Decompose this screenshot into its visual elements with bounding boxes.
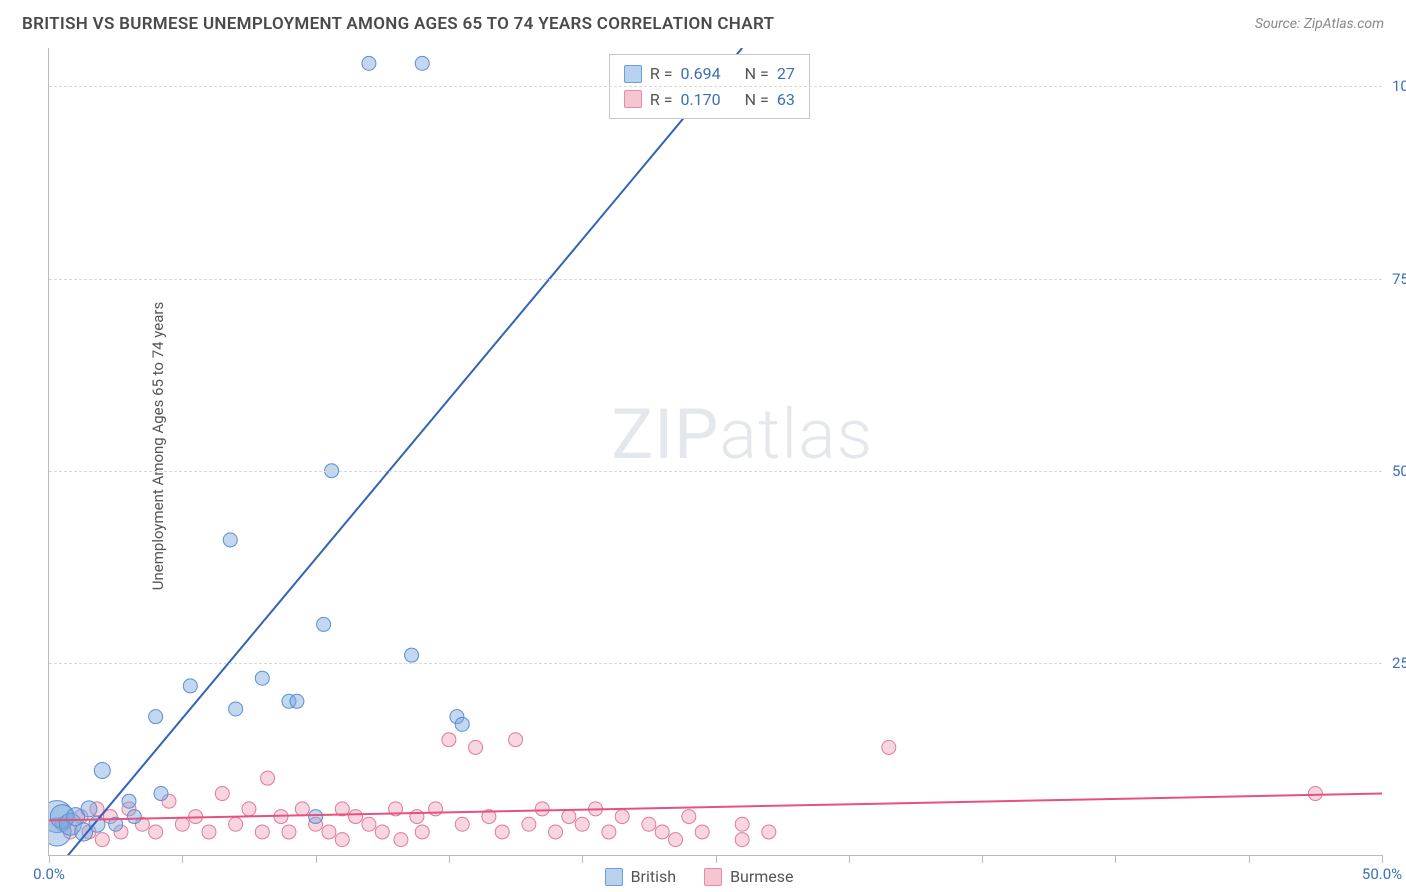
square-icon: [704, 868, 722, 886]
source-label: Source: ZipAtlas.com: [1255, 16, 1384, 32]
r-value: 0.170: [680, 87, 720, 113]
title-bar: BRITISH VS BURMESE UNEMPLOYMENT AMONG AG…: [0, 0, 1406, 40]
legend-label: Burmese: [730, 867, 793, 886]
r-label: R =: [650, 61, 673, 87]
legend-item-british: British: [605, 867, 676, 886]
square-icon: [624, 90, 642, 108]
r-value: 0.694: [680, 61, 720, 87]
x-tick-label: 0.0%: [33, 865, 65, 883]
plot-svg: [49, 48, 1382, 855]
square-icon: [605, 868, 623, 886]
bottom-legend: British Burmese: [605, 867, 794, 886]
stats-row-british: R = 0.694 N = 27: [624, 61, 795, 87]
y-tick-label: 100.0%: [1392, 77, 1406, 95]
r-label: R =: [650, 87, 673, 113]
y-tick-label: 50.0%: [1392, 462, 1406, 480]
y-tick-label: 75.0%: [1392, 270, 1406, 288]
stats-row-burmese: R = 0.170 N = 63: [624, 87, 795, 113]
n-label: N =: [745, 61, 769, 87]
chart-area: ZIPatlas R = 0.694 N = 27 R = 0.170 N = …: [48, 48, 1382, 856]
legend-item-burmese: Burmese: [704, 867, 793, 886]
x-tick-label: 50.0%: [1362, 865, 1402, 883]
y-tick-label: 25.0%: [1392, 654, 1406, 672]
n-value: 63: [777, 87, 795, 113]
n-label: N =: [745, 87, 769, 113]
chart-title: BRITISH VS BURMESE UNEMPLOYMENT AMONG AG…: [22, 14, 774, 34]
n-value: 27: [777, 61, 795, 87]
square-icon: [624, 65, 642, 83]
legend-label: British: [631, 867, 676, 886]
